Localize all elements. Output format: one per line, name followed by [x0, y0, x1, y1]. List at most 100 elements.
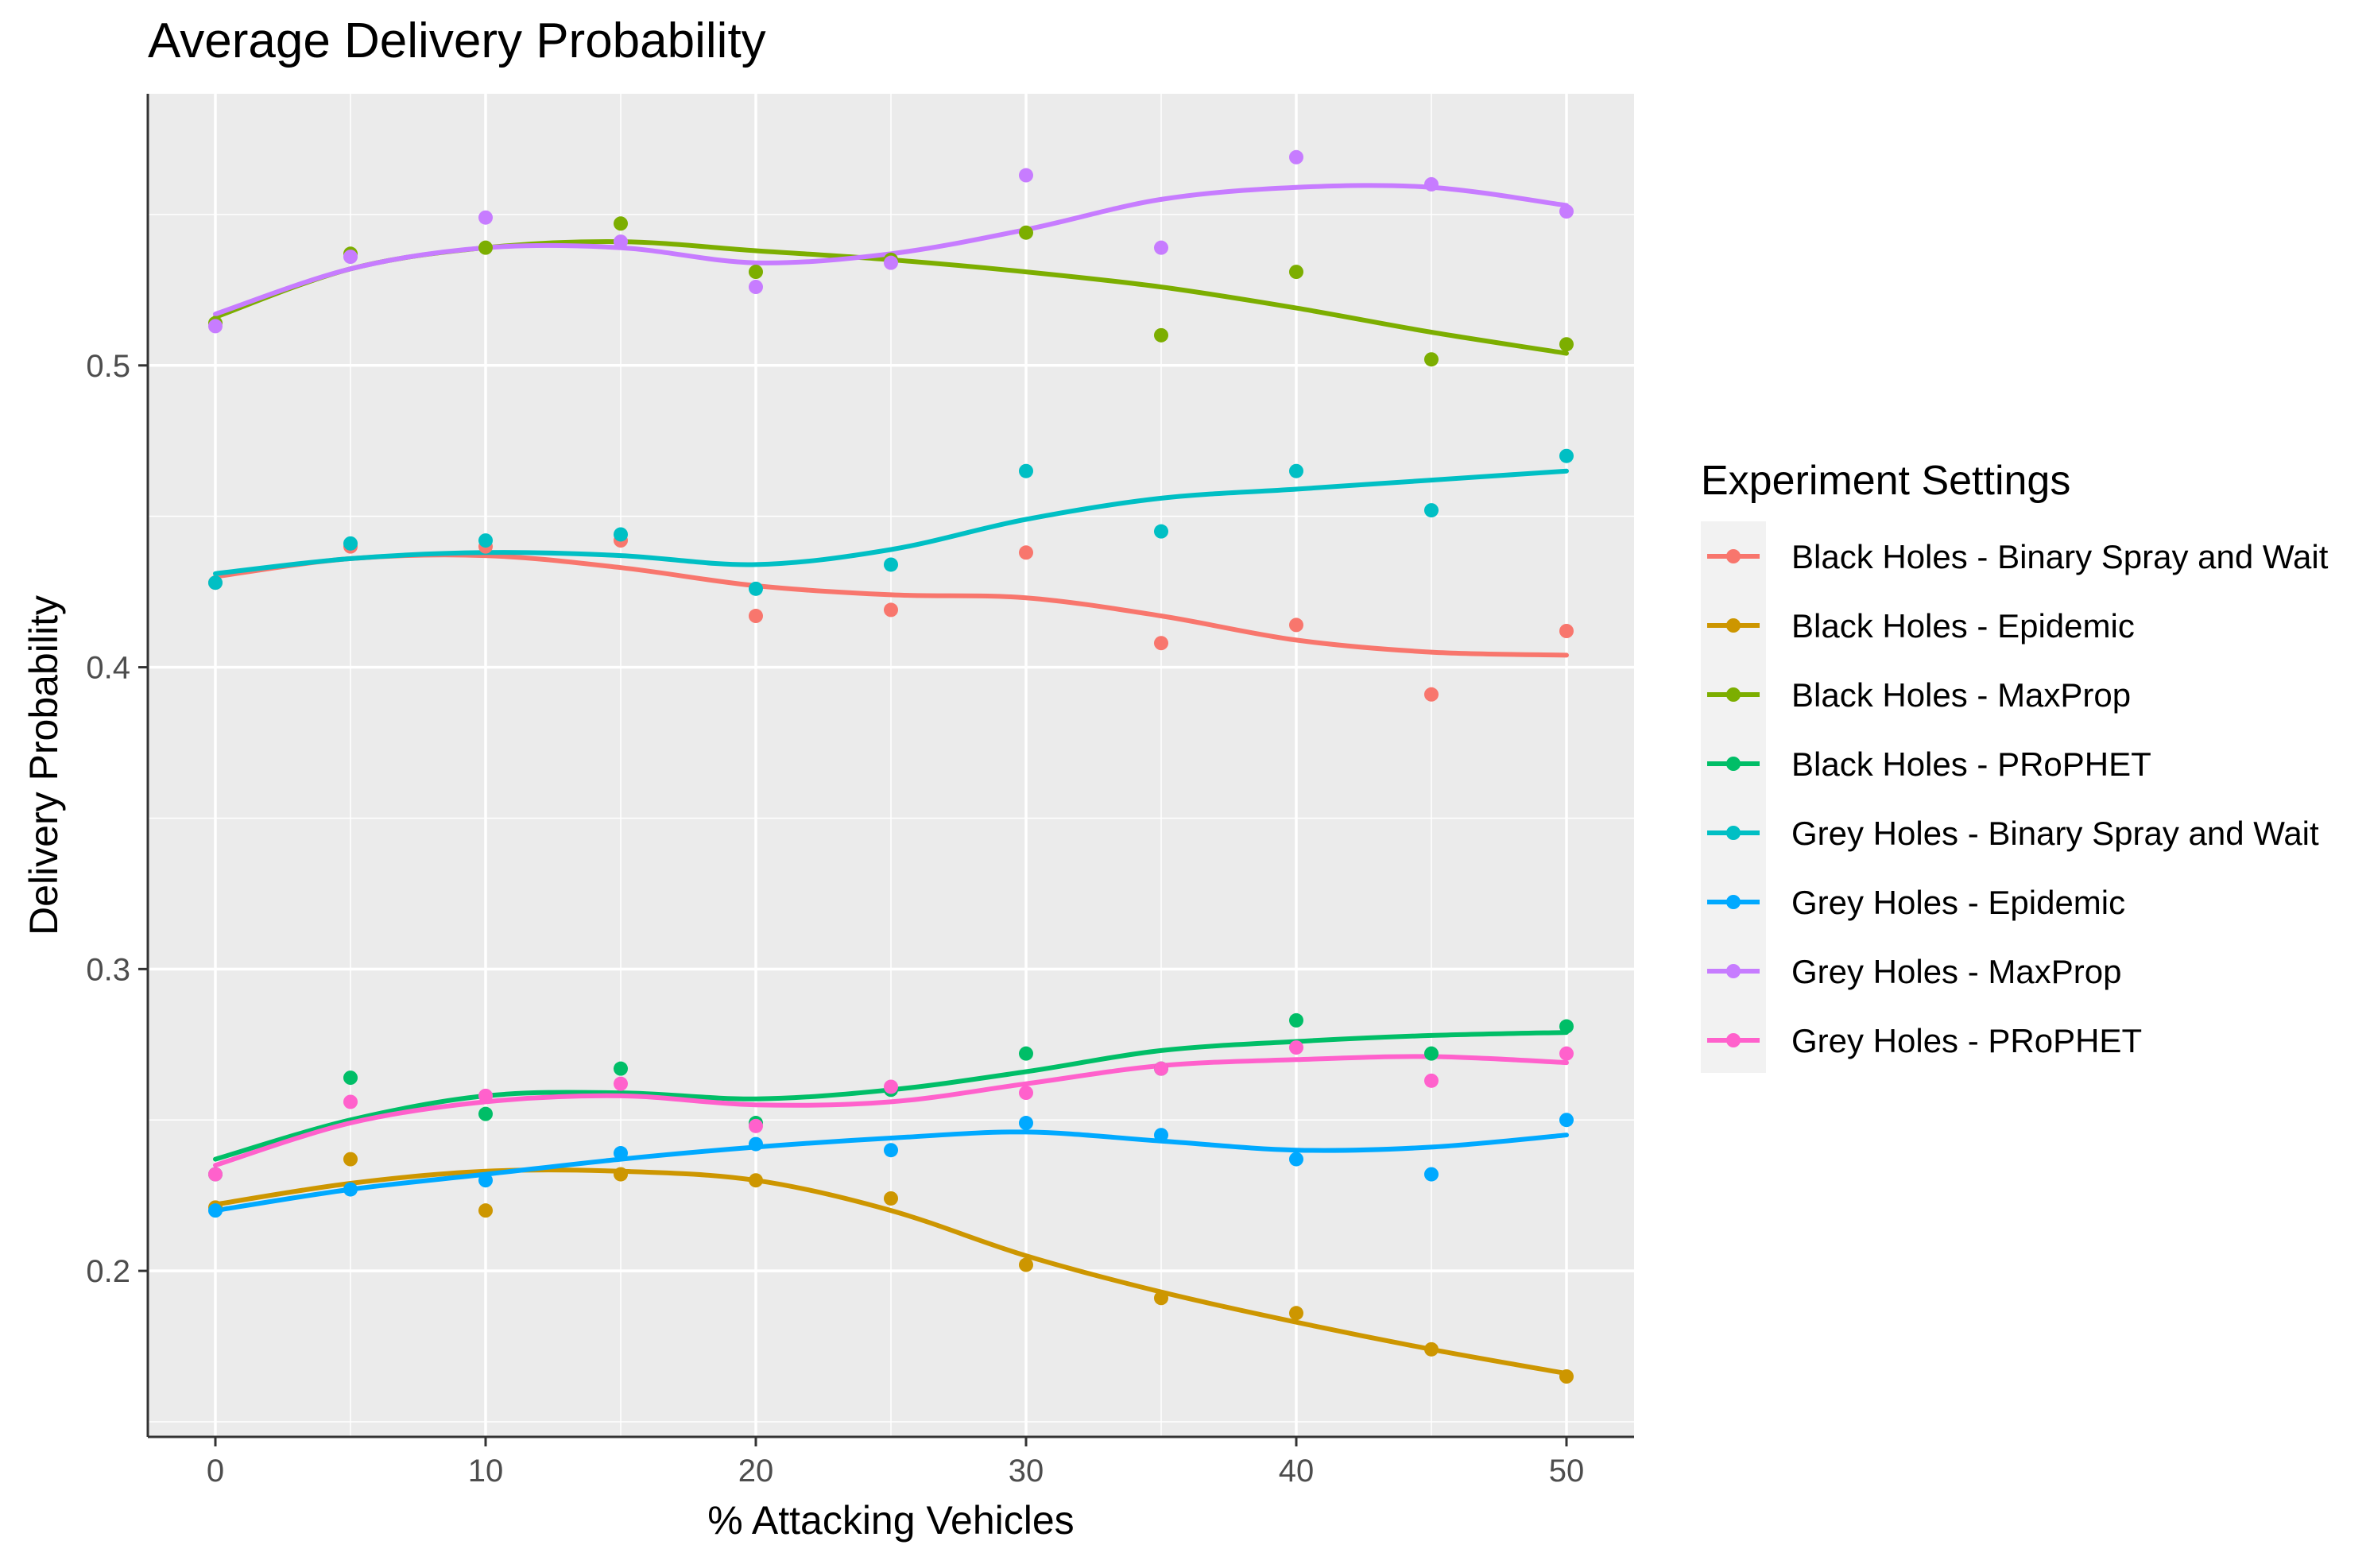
legend-label: Black Holes - Binary Spray and Wait	[1791, 538, 2329, 575]
legend-key-point	[1726, 618, 1741, 633]
legend-label: Black Holes - Epidemic	[1791, 607, 2135, 645]
legend-key-point	[1726, 1033, 1741, 1047]
data-point-s7	[1154, 240, 1168, 255]
x-axis-ticks: 0 10 20 30 40 50	[207, 1437, 1584, 1489]
data-point-s5	[749, 581, 763, 596]
data-point-s6	[1019, 1116, 1033, 1131]
data-point-s8	[478, 1088, 493, 1103]
x-tick-label: 40	[1279, 1454, 1315, 1489]
data-point-s8	[1289, 1040, 1303, 1055]
data-point-s7	[343, 250, 358, 265]
x-tick-label: 50	[1549, 1454, 1585, 1489]
data-point-s6	[614, 1146, 628, 1161]
data-point-s8	[208, 1167, 223, 1182]
data-point-s8	[614, 1076, 628, 1091]
data-point-s2	[749, 1173, 763, 1188]
legend-label: Grey Holes - Epidemic	[1791, 884, 2125, 921]
data-point-s5	[1424, 503, 1439, 518]
legend-key-background	[1701, 521, 1766, 1073]
data-point-s7	[1289, 149, 1303, 165]
legend-label: Grey Holes - Binary Spray and Wait	[1791, 815, 2319, 852]
y-tick-label: 0.4	[86, 651, 130, 686]
grid-major	[148, 94, 1634, 1437]
data-point-s4	[478, 1106, 493, 1121]
series-line-6	[213, 1129, 1569, 1214]
data-point-s6	[1289, 1152, 1303, 1167]
data-point-s7	[749, 280, 763, 295]
legend-key-point	[1726, 895, 1741, 909]
data-point-s3	[1559, 337, 1574, 352]
series-line-8	[213, 1054, 1569, 1168]
data-point-s8	[1019, 1086, 1033, 1101]
series-line-2	[213, 1167, 1569, 1376]
data-point-s1	[1154, 636, 1168, 651]
data-point-s5	[1289, 463, 1303, 478]
data-point-s4	[1289, 1012, 1303, 1028]
data-point-s6	[478, 1173, 493, 1188]
data-point-s3	[1154, 327, 1168, 343]
data-point-s5	[208, 575, 223, 590]
x-axis-label: % Attacking Vehicles	[707, 1498, 1074, 1543]
data-point-s7	[1424, 176, 1439, 192]
data-point-s1	[1019, 545, 1033, 560]
data-point-s4	[1424, 1046, 1439, 1061]
data-points	[208, 149, 1574, 1384]
data-point-s3	[749, 265, 763, 280]
data-point-s5	[884, 557, 898, 572]
y-tick-label: 0.5	[86, 349, 130, 384]
data-point-s4	[614, 1061, 628, 1076]
series-line-5	[213, 468, 1569, 576]
data-point-s8	[1154, 1061, 1168, 1076]
x-tick-label: 30	[1009, 1454, 1044, 1489]
data-point-s5	[478, 533, 493, 548]
data-point-s3	[1424, 352, 1439, 367]
data-point-s2	[478, 1203, 493, 1218]
legend-key-point	[1726, 757, 1741, 771]
data-point-s3	[614, 216, 628, 231]
data-point-s2	[1019, 1257, 1033, 1272]
legend-title: Experiment Settings	[1701, 458, 2070, 504]
data-point-s1	[884, 602, 898, 618]
data-point-s4	[343, 1070, 358, 1086]
data-point-s1	[749, 609, 763, 624]
data-point-s7	[478, 210, 493, 225]
legend-label: Grey Holes - PRoPHET	[1791, 1022, 2142, 1059]
data-point-s2	[1289, 1306, 1303, 1321]
data-point-s2	[1559, 1369, 1574, 1384]
y-tick-label: 0.2	[86, 1254, 130, 1289]
data-point-s2	[1424, 1342, 1439, 1357]
data-point-s1	[1559, 624, 1574, 638]
chart-title: Average Delivery Probability	[148, 14, 766, 68]
data-point-s6	[208, 1203, 223, 1218]
data-point-s4	[1019, 1046, 1033, 1061]
legend-label: Grey Holes - MaxProp	[1791, 953, 2121, 990]
data-point-s5	[343, 536, 358, 551]
data-point-s5	[614, 527, 628, 542]
y-axis-label: Delivery Probability	[21, 595, 66, 935]
data-point-s8	[749, 1118, 763, 1133]
data-point-s5	[1559, 448, 1574, 463]
data-point-s8	[1559, 1046, 1574, 1061]
data-point-s2	[884, 1191, 898, 1206]
data-point-s6	[749, 1136, 763, 1152]
data-point-s1	[1289, 618, 1303, 633]
data-point-s8	[884, 1079, 898, 1094]
data-point-s4	[1559, 1019, 1574, 1034]
data-point-s5	[1019, 463, 1033, 478]
legend-items: Black Holes - Binary Spray and Wait Black…	[1701, 521, 2329, 1073]
data-point-s7	[884, 255, 898, 270]
data-point-s6	[343, 1182, 358, 1197]
data-point-s6	[884, 1143, 898, 1158]
data-point-s2	[1154, 1291, 1168, 1306]
data-point-s5	[1154, 524, 1168, 539]
legend-key-point	[1726, 964, 1741, 978]
data-point-s6	[1559, 1113, 1574, 1128]
data-point-s3	[1019, 225, 1033, 240]
legend-key-point	[1726, 549, 1741, 563]
data-point-s6	[1424, 1167, 1439, 1182]
data-point-s2	[614, 1167, 628, 1182]
data-point-s2	[343, 1152, 358, 1167]
grid-minor	[148, 94, 1634, 1437]
data-point-s1	[1424, 687, 1439, 702]
